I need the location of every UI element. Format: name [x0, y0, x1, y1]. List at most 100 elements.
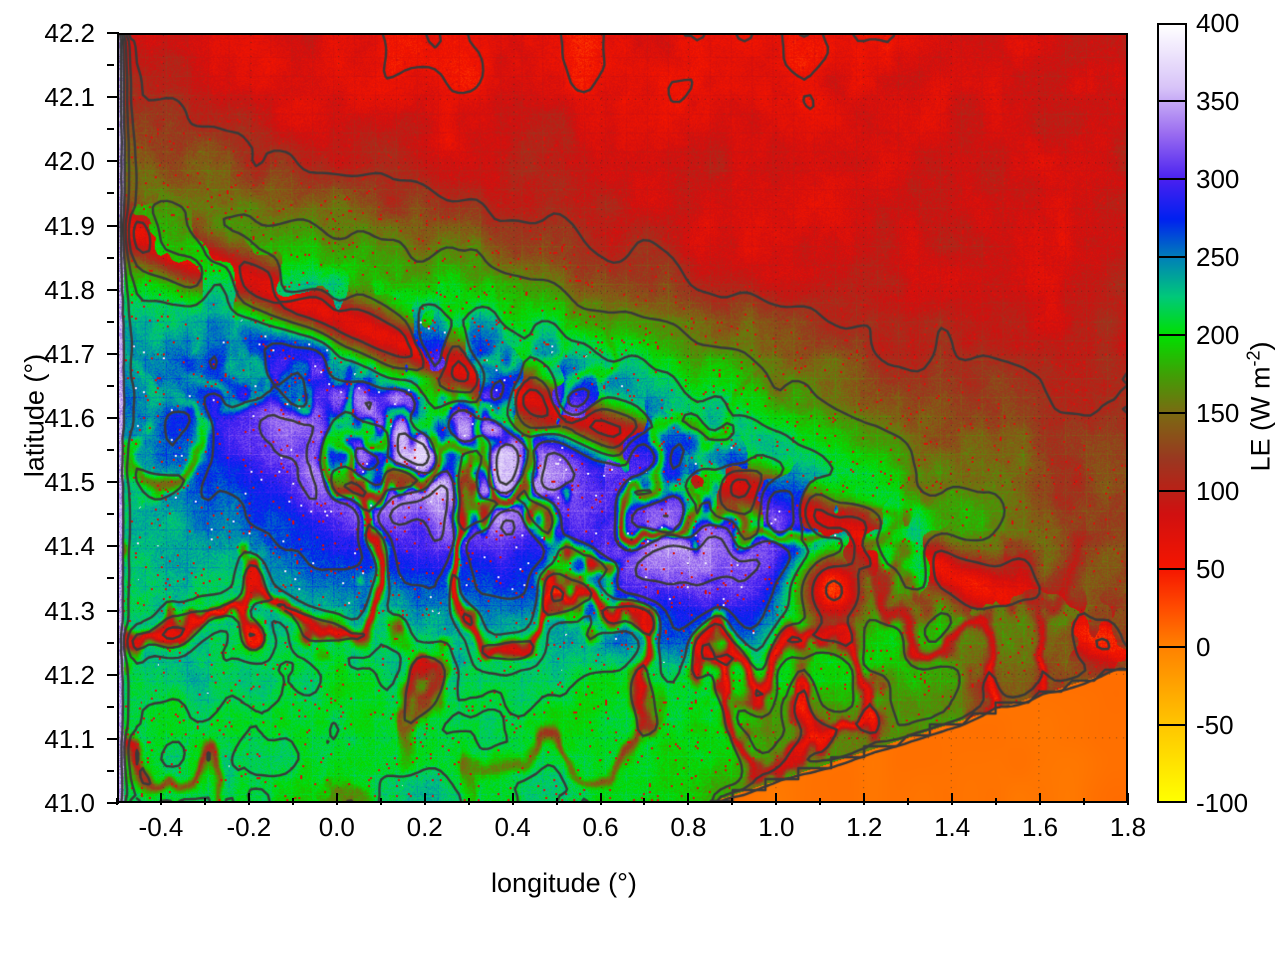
x-axis-tick	[819, 798, 822, 805]
y-axis-title: latitude (°)	[19, 353, 50, 478]
x-axis-tick-label: 1.6	[1022, 812, 1059, 842]
heatmap-raster	[119, 35, 1126, 801]
y-axis-tick	[107, 417, 119, 419]
x-axis-tick-label: 0.0	[318, 812, 355, 842]
y-axis-tick	[107, 545, 119, 548]
y-axis-tick	[107, 737, 119, 740]
heatmap-plot-area	[117, 33, 1128, 803]
colorbar-tick-label: -50	[1196, 710, 1234, 740]
x-axis-tick	[1083, 798, 1086, 805]
x-axis-tick	[467, 798, 470, 805]
colorbar-tick-label: 100	[1196, 476, 1240, 506]
x-axis-tick-label: 1.2	[846, 812, 883, 842]
x-axis-tick	[1039, 793, 1042, 805]
colorbar-tick	[1159, 490, 1185, 492]
y-axis-tick	[107, 352, 119, 355]
colorbar-tick-label: 350	[1196, 86, 1240, 116]
x-axis-tick	[995, 798, 998, 805]
y-axis-tick-label: 41.9	[44, 210, 95, 241]
x-axis-tick	[907, 798, 910, 805]
colorbar-tick-label: 300	[1196, 164, 1240, 194]
y-axis-tick	[107, 192, 114, 195]
y-axis-tick	[107, 128, 114, 131]
y-axis-tick-label: 41.5	[44, 467, 95, 498]
colorbar-tick-label: -100	[1196, 788, 1249, 818]
y-axis-tick	[107, 641, 114, 644]
colorbar-tick-label: 0	[1196, 632, 1211, 662]
x-axis-tick	[555, 798, 558, 805]
y-axis-tick	[107, 320, 114, 323]
colorbar-title-main: LE (W m	[1245, 366, 1276, 472]
y-axis-tick-label: 41.3	[44, 595, 95, 626]
x-axis-tick	[599, 793, 602, 805]
x-axis-tick	[247, 793, 250, 805]
x-axis-title: longitude (°)	[491, 868, 637, 898]
y-axis-tick-label: 41.8	[44, 274, 95, 305]
colorbar-tick-label: 400	[1196, 8, 1240, 38]
x-axis-tick-label: 1.4	[934, 812, 971, 842]
x-axis-tick	[643, 798, 646, 805]
y-axis-tick-label: 41.7	[44, 338, 95, 369]
colorbar-tick	[1159, 100, 1185, 102]
x-axis-tick	[291, 798, 294, 805]
x-axis-tick-label: 0.2	[406, 812, 443, 842]
y-axis-tick-label: 41.1	[44, 723, 95, 754]
x-axis-tick	[731, 798, 734, 805]
colorbar-title: LE (W m-2)	[1244, 277, 1277, 537]
colorbar-tick	[1159, 724, 1185, 726]
y-axis-tick	[107, 288, 119, 291]
y-axis-tick-label: 42.2	[44, 18, 95, 48]
y-axis-tick	[107, 769, 114, 772]
x-axis-tick	[159, 793, 162, 805]
y-axis-tick-label: 41.4	[44, 531, 95, 562]
x-axis-tick-label: -0.2	[226, 812, 272, 842]
y-axis-tick	[107, 32, 119, 34]
colorbar-tick-label: 150	[1196, 398, 1240, 428]
y-axis-tick	[107, 96, 119, 99]
y-axis-tick	[107, 705, 114, 708]
colorbar-tick	[1159, 568, 1185, 570]
x-axis-tick	[863, 793, 866, 805]
y-axis-tick	[107, 224, 119, 227]
x-axis-tick-label: -0.4	[138, 812, 184, 842]
y-axis-tick-label: 42.0	[44, 146, 95, 177]
colorbar-tick	[1159, 256, 1185, 258]
y-axis-tick-label: 42.1	[44, 82, 95, 113]
x-axis-tick	[379, 798, 382, 805]
y-axis-tick-label: 41.0	[44, 788, 95, 818]
y-axis-tick	[107, 160, 119, 163]
y-axis-tick	[107, 384, 114, 387]
x-axis-tick	[335, 793, 338, 805]
y-axis-tick	[107, 256, 114, 259]
colorbar-tick	[1159, 334, 1185, 336]
y-axis-tick	[107, 481, 119, 484]
colorbar-title-exponent: -2	[1243, 350, 1264, 367]
y-axis-tick	[107, 64, 114, 67]
x-axis-tick	[951, 793, 954, 805]
y-axis-tick	[107, 577, 114, 580]
y-axis-tick-label: 41.6	[44, 403, 95, 433]
colorbar-tick-label: 250	[1196, 242, 1240, 272]
x-axis-tick	[1127, 793, 1129, 805]
x-axis-tick	[116, 798, 118, 805]
x-axis-tick-label: 1.8	[1109, 812, 1147, 842]
x-axis-tick	[423, 793, 426, 805]
colorbar-tick	[1159, 412, 1185, 414]
y-axis-tick-label: 41.2	[44, 659, 95, 690]
colorbar-title-close: )	[1245, 341, 1276, 351]
colorbar-tick	[1159, 646, 1185, 648]
y-axis-tick	[107, 449, 114, 452]
y-axis-tick	[107, 609, 119, 612]
colorbar-tick	[1159, 178, 1185, 180]
x-axis-tick-label: 0.6	[582, 812, 619, 842]
x-axis-tick	[687, 793, 690, 805]
x-axis-tick-label: 1.0	[758, 812, 795, 842]
y-axis-tick	[107, 513, 114, 516]
x-axis-tick	[775, 793, 778, 805]
x-axis-tick	[511, 793, 514, 805]
colorbar-tick-label: 200	[1196, 320, 1240, 350]
y-axis-tick	[107, 673, 119, 676]
x-axis-tick-label: 0.8	[670, 812, 707, 842]
x-axis-tick-label: 0.4	[494, 812, 531, 842]
